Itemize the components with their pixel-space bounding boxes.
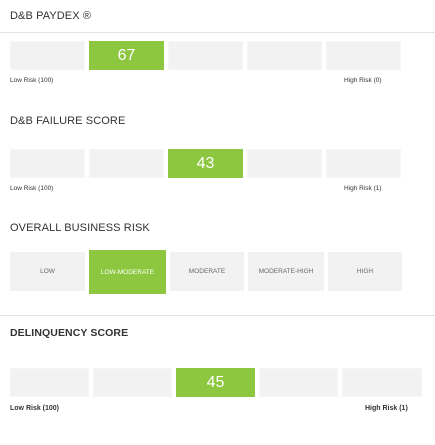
risk-level-moderate: MODERATE [170, 252, 244, 291]
paydex-low-label: Low Risk (100) [10, 77, 54, 84]
paydex-segment [247, 41, 322, 70]
paydex-title: D&B PAYDEX ® [10, 10, 92, 22]
paydex-segment [168, 41, 243, 70]
risk-level-moderate-high: MODERATE-HIGH [248, 252, 324, 291]
failure-score: 43 [168, 149, 243, 178]
failure-segment [326, 149, 401, 178]
paydex-segment [326, 41, 401, 70]
paydex-segment [10, 41, 85, 70]
risk-level-high: HIGH [328, 252, 402, 291]
delinquency-high-label: High Risk (1) [365, 405, 408, 412]
delinquency-segment [342, 368, 422, 397]
risk-level-low-moderate: LOW-MODERATE [89, 250, 166, 294]
risk-scale: LOW LOW-MODERATE MODERATE MODERATE-HIGH … [10, 250, 402, 296]
delinquency-score: 45 [176, 368, 255, 397]
paydex-score: 67 [89, 41, 164, 70]
failure-segment [247, 149, 322, 178]
divider [0, 32, 435, 33]
failure-low-label: Low Risk (100) [10, 185, 54, 192]
delinquency-segment [10, 368, 89, 397]
delinquency-segment [93, 368, 172, 397]
overall-risk-title: OVERALL BUSINESS RISK [10, 222, 150, 234]
failure-segment [10, 149, 85, 178]
delinquency-section: DELINQUENCY SCORE 45 Low Risk (100) High… [0, 305, 435, 445]
delinquency-low-label: Low Risk (100) [10, 405, 60, 412]
paydex-high-label: High Risk (0) [344, 77, 382, 84]
failure-score-section: D&B FAILURE SCORE 43 Low Risk (100) High… [0, 105, 435, 205]
failure-segment [89, 149, 164, 178]
overall-risk-section: OVERALL BUSINESS RISK LOW LOW-MODERATE M… [0, 205, 435, 305]
delinquency-segment [259, 368, 338, 397]
failure-score-title: D&B FAILURE SCORE [10, 115, 126, 127]
delinquency-title: DELINQUENCY SCORE [10, 327, 129, 339]
risk-level-low: LOW [10, 252, 85, 291]
divider [0, 315, 435, 316]
failure-high-label: High Risk (1) [344, 185, 382, 192]
paydex-section: D&B PAYDEX ® 67 Low Risk (100) High Risk… [0, 0, 435, 105]
